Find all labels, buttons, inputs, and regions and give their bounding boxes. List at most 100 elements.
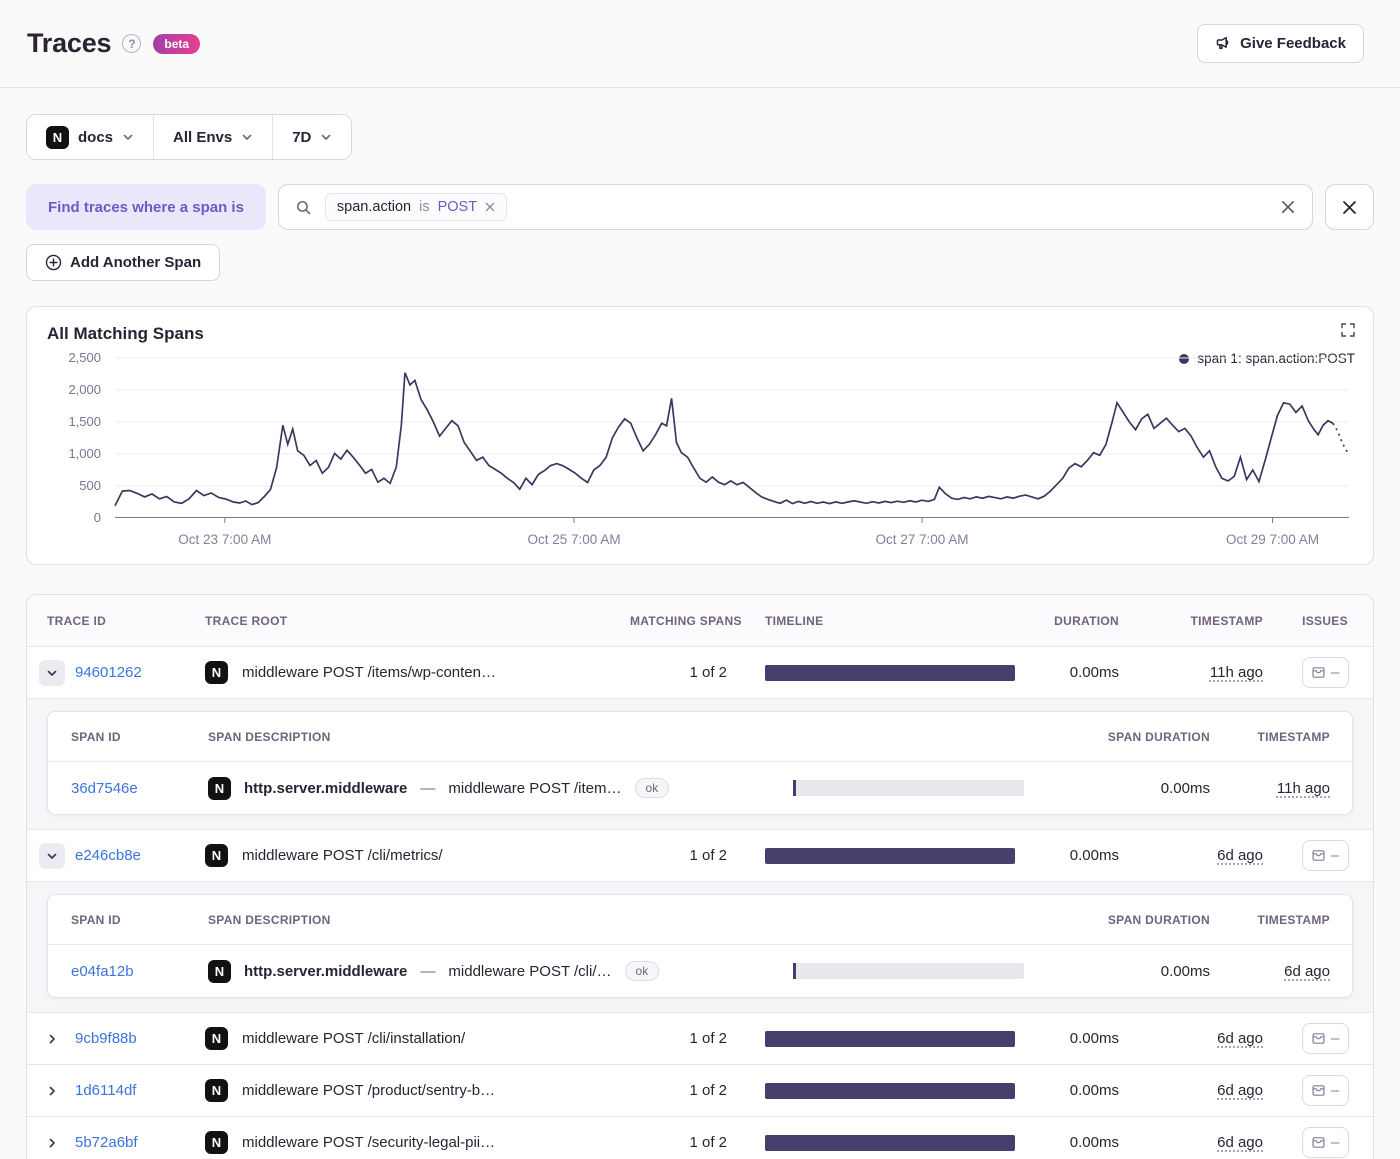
chart-plot-area[interactable]: 0 500 1,000 1,500 2,000 2,500 (68, 350, 1350, 525)
filter-key: span.action (336, 199, 412, 215)
col-span-duration: SPAN DURATION (1107, 729, 1210, 744)
issues-button[interactable]: – (1301, 840, 1349, 871)
filter-operator: is (419, 199, 430, 215)
issues-archive-icon (1311, 1083, 1326, 1098)
page-filter-bar: N docs All Envs 7D (26, 114, 353, 160)
table-row: 5b72a6bf N middleware POST /security-leg… (27, 1117, 1373, 1159)
span-table-header-row: SPAN ID SPAN DESCRIPTION SPAN DURATION T… (48, 712, 1352, 762)
remove-filter-icon[interactable] (485, 202, 495, 212)
issues-archive-icon (1311, 665, 1326, 680)
fullscreen-icon[interactable] (1340, 322, 1356, 342)
span-op-label: http.server.middleware (244, 779, 408, 797)
project-filter[interactable]: N docs (27, 115, 154, 159)
give-feedback-button[interactable]: Give Feedback (1197, 24, 1364, 63)
help-icon[interactable]: ? (122, 34, 142, 53)
y-axis-tick-label: 2,500 (68, 350, 101, 365)
remove-span-button[interactable] (1325, 184, 1374, 230)
expand-toggle-button[interactable] (39, 1078, 65, 1104)
issues-archive-icon (1311, 1135, 1326, 1150)
plus-circle-icon (45, 254, 62, 271)
page-header: Traces ? beta Give Feedback (0, 0, 1400, 88)
span-id-link[interactable]: e04fa12b (71, 962, 134, 980)
dash-separator: — (420, 962, 436, 980)
nextjs-icon: N (208, 959, 231, 983)
close-icon (1341, 199, 1358, 216)
trace-root-label: middleware POST /product/sentry-b… (242, 1082, 496, 1099)
trace-root-label: middleware POST /cli/installation/ (242, 1030, 466, 1047)
issues-archive-icon (1311, 1031, 1326, 1046)
date-range-filter[interactable]: 7D (272, 115, 352, 159)
issues-button[interactable]: – (1301, 1023, 1349, 1054)
trace-root-label: middleware POST /security-legal-pii… (242, 1134, 496, 1151)
span-row: e04fa12b N http.server.middleware — midd… (48, 945, 1352, 997)
issues-empty-dash: – (1330, 1134, 1340, 1151)
duration-value: 0.00ms (1069, 847, 1119, 864)
expand-toggle-button[interactable] (39, 1026, 65, 1052)
add-another-span-button[interactable]: Add Another Span (26, 244, 221, 281)
span-status-badge: ok (634, 778, 670, 798)
search-icon (295, 199, 312, 216)
span-duration-value: 0.00ms (1160, 779, 1210, 797)
timeline-bar (765, 1030, 1015, 1047)
span-timestamp-value: 11h ago (1276, 779, 1330, 797)
trace-id-link[interactable]: 9cb9f88b (75, 1030, 137, 1047)
col-duration: DURATION (1054, 613, 1119, 628)
y-axis-tick-label: 1,000 (68, 446, 101, 461)
expanded-span-section: SPAN ID SPAN DESCRIPTION SPAN DURATION T… (27, 882, 1373, 1013)
span-filter-chip[interactable]: span.action is POST (324, 193, 508, 221)
col-span-duration: SPAN DURATION (1107, 912, 1210, 927)
issues-button[interactable]: – (1301, 1075, 1349, 1106)
trace-id-link[interactable]: 5b72a6bf (75, 1134, 138, 1151)
expand-toggle-button[interactable] (39, 1130, 65, 1156)
duration-value: 0.00ms (1069, 1134, 1119, 1151)
issues-button[interactable]: – (1301, 1127, 1349, 1158)
y-axis-tick-label: 2,000 (68, 382, 101, 397)
span-duration-value: 0.00ms (1160, 962, 1210, 980)
col-span-timestamp: TIMESTAMP (1257, 729, 1330, 744)
chevron-down-icon (122, 131, 134, 143)
trace-id-link[interactable]: 1d6114df (75, 1082, 137, 1099)
clear-search-icon[interactable] (1280, 199, 1296, 215)
nextjs-icon: N (205, 661, 228, 684)
matching-spans-value: 1 of 2 (689, 1030, 727, 1047)
y-axis-tick-label: 0 (93, 510, 101, 525)
traces-table: TRACE ID TRACE ROOT MATCHING SPANS TIMEL… (26, 594, 1374, 1159)
trace-id-link[interactable]: 94601262 (75, 664, 142, 681)
x-axis-tick-label: Oct 29 7:00 AM (1225, 532, 1320, 547)
find-traces-label: Find traces where a span is (26, 184, 266, 230)
trace-id-link[interactable]: e246cb8e (75, 847, 141, 864)
expand-toggle-button[interactable] (39, 842, 65, 869)
span-id-link[interactable]: 36d7546e (71, 779, 138, 797)
issues-archive-icon (1311, 848, 1326, 863)
span-timeline-bar (793, 780, 1024, 796)
issues-empty-dash: – (1330, 1030, 1340, 1047)
timestamp-value: 11h ago (1209, 664, 1263, 681)
duration-value: 0.00ms (1069, 1082, 1119, 1099)
duration-value: 0.00ms (1069, 1030, 1119, 1047)
trace-root-label: middleware POST /cli/metrics/ (242, 847, 443, 864)
nextjs-icon: N (205, 844, 228, 867)
chevron-down-icon (241, 131, 253, 143)
duration-value: 0.00ms (1069, 664, 1119, 681)
col-timestamp: TIMESTAMP (1190, 613, 1263, 628)
filter-value: POST (437, 199, 478, 215)
span-table: SPAN ID SPAN DESCRIPTION SPAN DURATION T… (47, 894, 1353, 998)
timeline-bar (765, 1082, 1015, 1099)
trace-root-label: middleware POST /items/wp-conten… (242, 664, 496, 681)
col-span-id: SPAN ID (71, 912, 121, 927)
y-axis-tick-label: 500 (79, 478, 101, 493)
span-row: 36d7546e N http.server.middleware — midd… (48, 762, 1352, 814)
environment-filter[interactable]: All Envs (153, 115, 273, 159)
col-timeline: TIMELINE (765, 613, 824, 628)
span-search-input[interactable]: span.action is POST (277, 184, 1313, 230)
issues-empty-dash: – (1330, 1082, 1340, 1099)
issues-button[interactable]: – (1301, 657, 1349, 688)
expand-toggle-button[interactable] (39, 659, 65, 686)
span-table-header-row: SPAN ID SPAN DESCRIPTION SPAN DURATION T… (48, 895, 1352, 945)
chart-x-axis: Oct 23 7:00 AM Oct 25 7:00 AM Oct 27 7:00 … (115, 526, 1349, 556)
nextjs-icon: N (205, 1079, 228, 1102)
timeline-bar (765, 1134, 1015, 1151)
col-trace-root: TRACE ROOT (205, 613, 288, 628)
x-axis-tick-label: Oct 27 7:00 AM (875, 532, 969, 547)
col-matching-spans: MATCHING SPANS (630, 613, 742, 628)
